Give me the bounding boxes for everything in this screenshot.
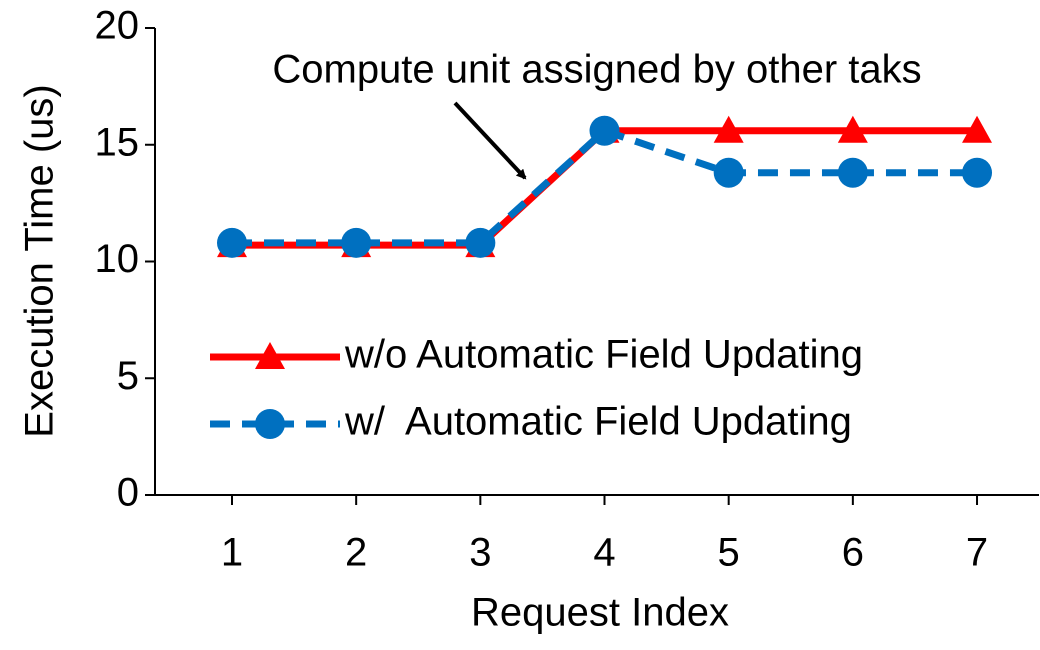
legend-label: w/o Automatic Field Updating [344, 333, 863, 377]
series-line [232, 126, 978, 247]
marker [217, 227, 247, 258]
marker [837, 157, 868, 188]
y-tick-label: 15 [95, 120, 140, 164]
x-tick-label: 2 [345, 531, 367, 575]
marker [713, 157, 744, 188]
y-tick-label: 10 [95, 237, 140, 281]
marker [255, 342, 285, 369]
annotation: Compute unit assigned by other taks [272, 48, 921, 92]
x-tick-label: 1 [221, 531, 243, 575]
marker [962, 115, 993, 143]
y-tick-label: 0 [117, 471, 139, 515]
marker [255, 409, 285, 439]
annotation-arrow [453, 101, 527, 180]
x-axis-label: Request Index [471, 591, 729, 635]
x-tick-label: 4 [593, 531, 615, 575]
marker [341, 227, 372, 258]
y-tick-label: 5 [117, 354, 139, 398]
marker [713, 115, 744, 143]
x-tick-label: 7 [966, 531, 988, 575]
series-line [232, 127, 978, 249]
marker [962, 157, 993, 188]
marker [837, 115, 868, 143]
x-tick-label: 5 [718, 531, 740, 575]
y-tick-label: 20 [95, 4, 140, 48]
marker [589, 115, 620, 146]
y-axis-label: Execution Time (us) [18, 84, 62, 437]
legend-label: w/ Automatic Field Updating [344, 400, 852, 444]
x-tick-label: 3 [469, 531, 491, 575]
x-tick-label: 6 [842, 531, 864, 575]
marker [465, 227, 496, 258]
